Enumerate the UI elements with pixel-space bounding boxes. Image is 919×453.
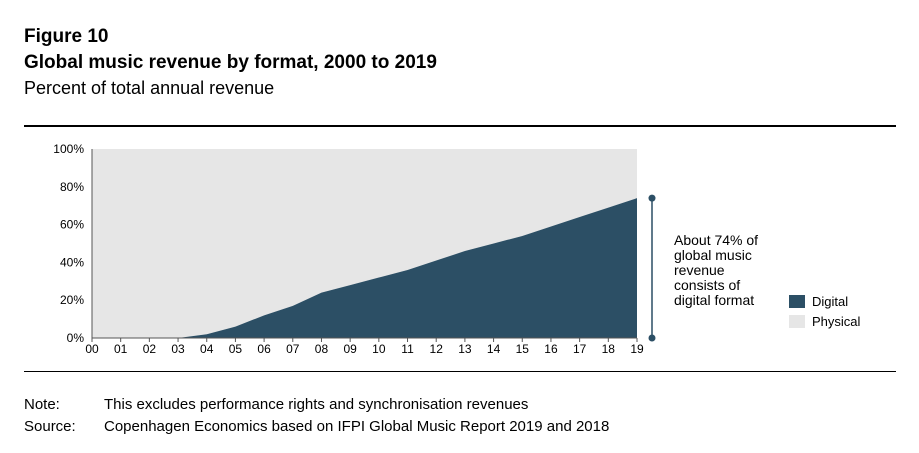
x-tick-label: 09	[343, 342, 357, 356]
x-tick-label: 04	[200, 342, 214, 356]
legend-swatch-physical	[789, 315, 805, 328]
x-tick-label: 03	[171, 342, 185, 356]
y-tick-label: 80%	[60, 180, 84, 194]
x-tick-label: 00	[85, 342, 99, 356]
x-tick-label: 01	[114, 342, 128, 356]
x-tick-label: 10	[372, 342, 386, 356]
y-tick-label: 100%	[53, 142, 84, 156]
x-tick-label: 06	[257, 342, 271, 356]
legend-label-physical: Physical	[812, 314, 861, 329]
annotation-text-line: digital format	[674, 292, 754, 308]
note-row: Note: This excludes performance rights an…	[24, 396, 528, 413]
x-tick-label: 07	[286, 342, 300, 356]
x-tick-label: 15	[516, 342, 530, 356]
y-tick-label: 0%	[67, 331, 85, 345]
annotation-text-line: About 74% of	[674, 232, 758, 248]
bottom-divider	[24, 371, 896, 372]
x-tick-label: 14	[487, 342, 501, 356]
source-row: Source: Copenhagen Economics based on IFP…	[24, 418, 609, 435]
x-tick-label: 11	[401, 342, 414, 356]
x-tick-label: 17	[573, 342, 587, 356]
top-divider	[24, 125, 896, 127]
y-tick-label: 20%	[60, 293, 84, 307]
annotation-text-line: global music	[674, 247, 752, 263]
chart-subtitle: Percent of total annual revenue	[24, 78, 275, 98]
figure-label: Figure 10	[24, 26, 109, 47]
x-tick-label: 16	[544, 342, 558, 356]
x-tick-label: 12	[430, 342, 444, 356]
x-tick-label: 08	[315, 342, 329, 356]
annotation-text-line: consists of	[674, 277, 740, 293]
note-label: Note:	[24, 396, 60, 413]
x-tick-label: 02	[143, 342, 157, 356]
annotation-text-line: revenue	[674, 262, 725, 278]
annotation-dot-top	[648, 194, 656, 202]
x-tick-label: 18	[602, 342, 616, 356]
chart-title: Global music revenue by format, 2000 to …	[24, 52, 437, 73]
annotation-dot-bottom	[648, 334, 656, 342]
note-text: This excludes performance rights and syn…	[104, 396, 529, 413]
legend-swatch-digital	[789, 295, 805, 308]
source-label: Source:	[24, 418, 76, 435]
source-text: Copenhagen Economics based on IFPI Globa…	[104, 418, 610, 435]
digital-area	[92, 198, 637, 338]
x-tick-label: 13	[458, 342, 472, 356]
y-tick-label: 60%	[60, 218, 84, 232]
x-tick-label: 19	[630, 342, 644, 356]
legend-label-digital: Digital	[812, 294, 848, 309]
x-tick-label: 05	[229, 342, 243, 356]
physical-area	[92, 149, 637, 338]
y-tick-label: 40%	[60, 255, 84, 269]
